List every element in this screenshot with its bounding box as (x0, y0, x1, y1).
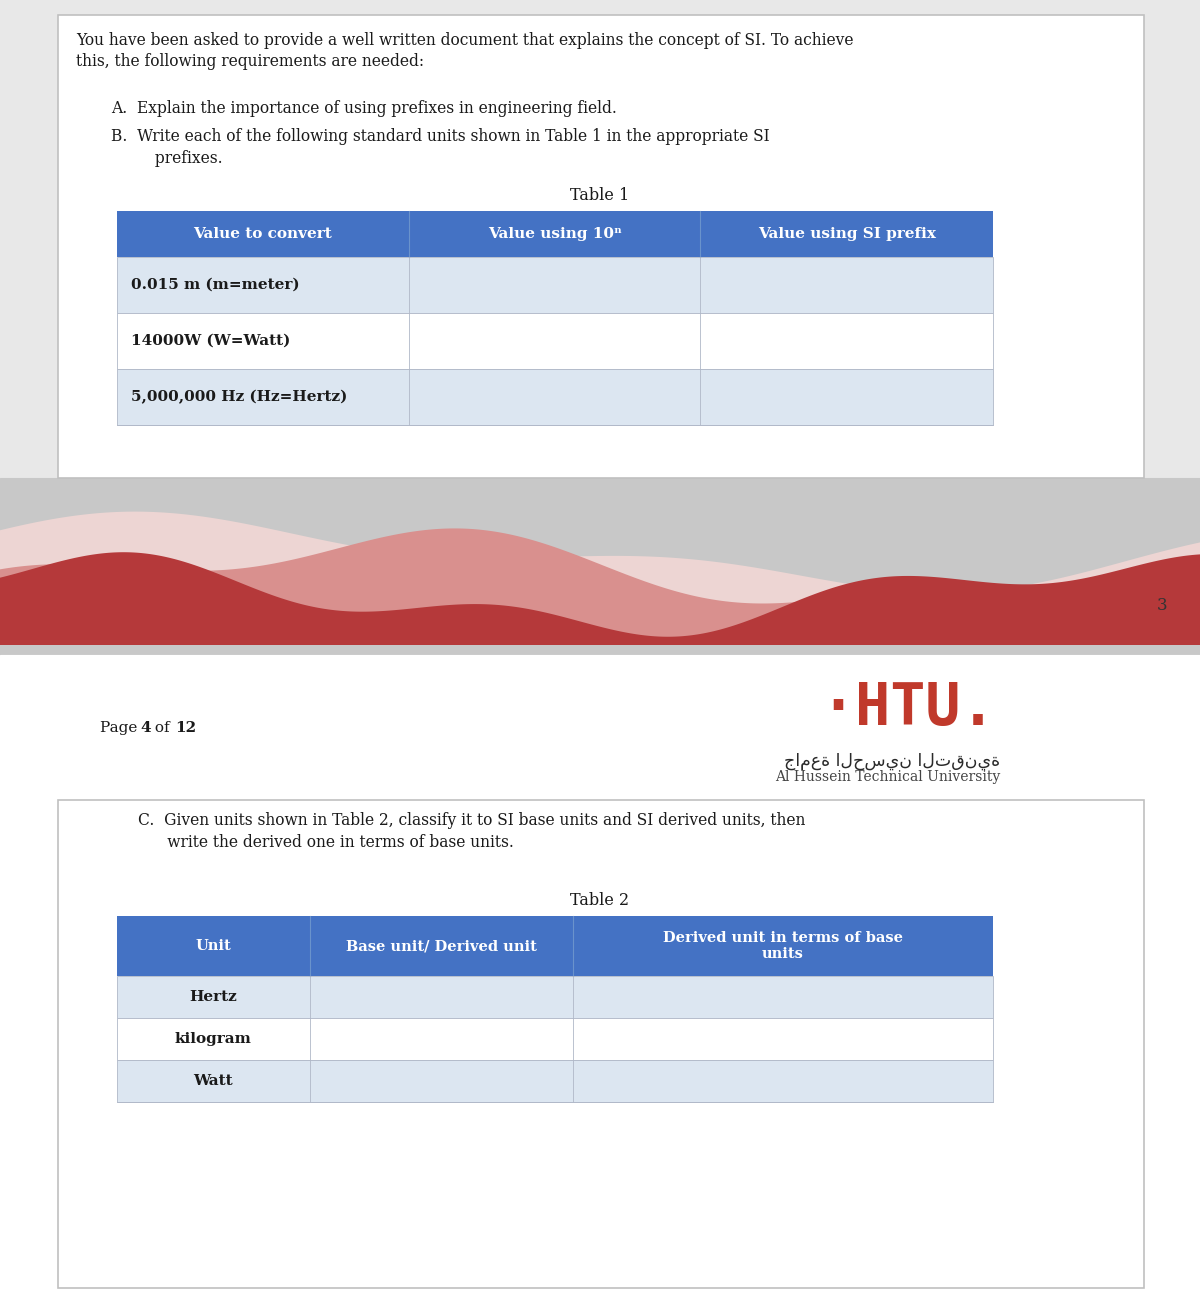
Bar (118, 916, 994, 976)
Bar (118, 369, 994, 425)
Bar (58, 800, 1144, 1288)
Bar (118, 211, 994, 257)
Bar (118, 1060, 994, 1102)
Text: Value to convert: Value to convert (193, 227, 332, 240)
Text: جامعة الحسين التقنية: جامعة الحسين التقنية (784, 751, 1000, 770)
Text: You have been asked to provide a well written document that explains the concept: You have been asked to provide a well wr… (76, 32, 853, 49)
Text: Base unit/ Derived unit: Base unit/ Derived unit (346, 939, 536, 953)
Polygon shape (0, 528, 1200, 645)
Bar (118, 257, 994, 313)
Text: this, the following requirements are needed:: this, the following requirements are nee… (76, 53, 424, 70)
Text: Value using 10ⁿ: Value using 10ⁿ (487, 227, 622, 240)
Text: A.  Explain the importance of using prefixes in engineering field.: A. Explain the importance of using prefi… (112, 100, 617, 117)
Text: 3: 3 (1157, 597, 1168, 614)
Text: Table 1: Table 1 (570, 187, 630, 204)
Text: Al Hussein Technical University: Al Hussein Technical University (775, 770, 1000, 784)
Text: 14000W (W=Watt): 14000W (W=Watt) (131, 334, 290, 348)
Text: 4: 4 (140, 722, 151, 734)
Text: of: of (150, 722, 174, 734)
Text: 12: 12 (175, 722, 196, 734)
Bar (118, 1018, 994, 1060)
Text: ·HTU.: ·HTU. (820, 680, 996, 737)
Text: kilogram: kilogram (175, 1032, 252, 1046)
Text: C.  Given units shown in Table 2, classify it to SI base units and SI derived un: C. Given units shown in Table 2, classif… (138, 812, 805, 829)
Text: 0.015 m (m=meter): 0.015 m (m=meter) (131, 278, 300, 292)
Bar (118, 313, 994, 369)
Text: Page: Page (100, 722, 143, 734)
Polygon shape (0, 512, 1200, 645)
Text: Unit: Unit (196, 939, 232, 953)
Bar (0, 655, 1200, 1300)
Text: Watt: Watt (193, 1074, 233, 1088)
Text: Derived unit in terms of base
units: Derived unit in terms of base units (662, 931, 902, 961)
Bar (0, 478, 1200, 645)
Text: Hertz: Hertz (190, 991, 238, 1004)
Text: 5,000,000 Hz (Hz=Hertz): 5,000,000 Hz (Hz=Hertz) (131, 390, 347, 404)
Polygon shape (0, 552, 1200, 645)
Text: Value using SI prefix: Value using SI prefix (757, 227, 936, 240)
Text: prefixes.: prefixes. (112, 150, 223, 166)
Bar (0, 645, 1200, 655)
Text: Table 2: Table 2 (570, 892, 630, 909)
Bar (58, 16, 1144, 478)
Text: write the derived one in terms of base units.: write the derived one in terms of base u… (138, 835, 514, 852)
Text: B.  Write each of the following standard units shown in Table 1 in the appropria: B. Write each of the following standard … (112, 127, 769, 146)
Bar (118, 976, 994, 1018)
